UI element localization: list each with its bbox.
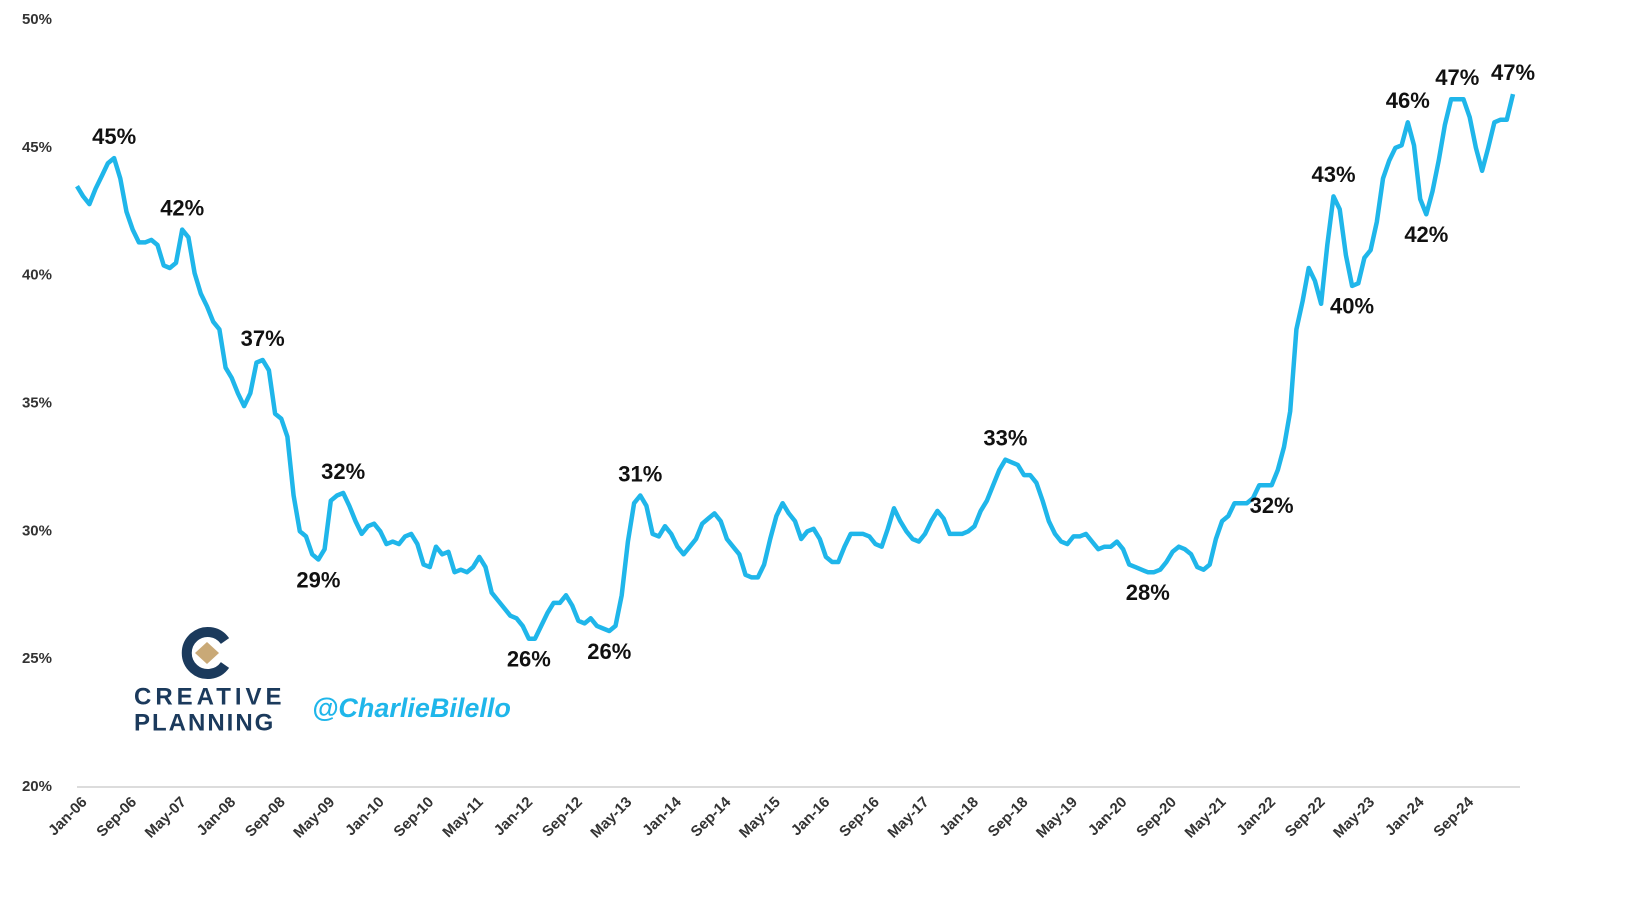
y-tick-label: 25%	[22, 650, 52, 667]
x-tick-label: Jan-08	[194, 794, 240, 840]
x-tick-label: Jan-16	[788, 794, 834, 840]
data-label: 42%	[1404, 222, 1448, 247]
x-tick-label: Jan-20	[1085, 794, 1131, 840]
x-tick-label: May-19	[1033, 794, 1081, 842]
x-tick-label: Sep-22	[1282, 794, 1329, 841]
data-label: 32%	[321, 459, 365, 484]
x-tick-label: Jan-24	[1382, 793, 1428, 839]
x-tick-label: Sep-16	[836, 794, 883, 841]
x-tick-label: Sep-06	[93, 794, 140, 841]
data-label: 31%	[618, 461, 662, 486]
x-tick-label: Sep-08	[242, 794, 289, 841]
data-label: 37%	[241, 326, 285, 351]
data-label: 45%	[92, 124, 136, 149]
x-tick-label: Jan-10	[342, 794, 388, 840]
data-label: 26%	[507, 647, 551, 672]
brand-line: PLANNING	[134, 709, 275, 736]
data-label: 47%	[1435, 65, 1479, 90]
data-label: 32%	[1250, 493, 1294, 518]
data-label: 33%	[983, 426, 1027, 451]
x-tick-label: May-15	[736, 794, 784, 842]
x-tick-label: May-13	[587, 794, 635, 842]
data-label: 43%	[1311, 162, 1355, 187]
handle: @CharlieBilello	[312, 693, 511, 723]
y-tick-label: 40%	[22, 267, 52, 284]
data-label: 28%	[1126, 580, 1170, 605]
x-tick-label: Jan-14	[639, 793, 685, 839]
x-tick-label: Sep-24	[1430, 793, 1477, 840]
data-label: 40%	[1330, 294, 1374, 319]
x-tick-label: Jan-06	[45, 794, 91, 840]
x-tick-label: May-07	[142, 794, 190, 842]
x-tick-label: May-17	[884, 794, 932, 842]
logo-diamond	[195, 642, 219, 664]
x-tick-label: May-11	[439, 794, 486, 841]
logo-ring	[181, 627, 230, 679]
y-tick-label: 45%	[22, 139, 52, 156]
data-label: 42%	[160, 195, 204, 220]
y-tick-label: 30%	[22, 522, 52, 539]
x-tick-label: May-23	[1330, 794, 1378, 842]
x-tick-label: Sep-10	[390, 794, 437, 841]
x-tick-label: Jan-12	[491, 794, 537, 840]
x-tick-label: Sep-14	[688, 793, 735, 840]
x-tick-label: Sep-12	[539, 794, 586, 841]
data-label: 47%	[1491, 60, 1535, 85]
data-label: 29%	[296, 567, 340, 592]
x-tick-label: Jan-18	[936, 794, 982, 840]
y-tick-label: 35%	[22, 394, 52, 411]
line-series	[75, 93, 1516, 641]
x-tick-label: May-09	[290, 794, 338, 842]
y-tick-label: 50%	[22, 11, 52, 28]
y-tick-label: 20%	[22, 778, 52, 795]
logo	[181, 627, 230, 679]
x-tick-label: Sep-18	[985, 794, 1032, 841]
brand-line: CREATIVE	[134, 683, 286, 710]
x-tick-label: Jan-22	[1233, 794, 1279, 840]
x-tick-label: May-21	[1182, 794, 1230, 842]
data-label: 46%	[1386, 88, 1430, 113]
x-tick-label: Sep-20	[1133, 794, 1180, 841]
data-label: 26%	[587, 639, 631, 664]
